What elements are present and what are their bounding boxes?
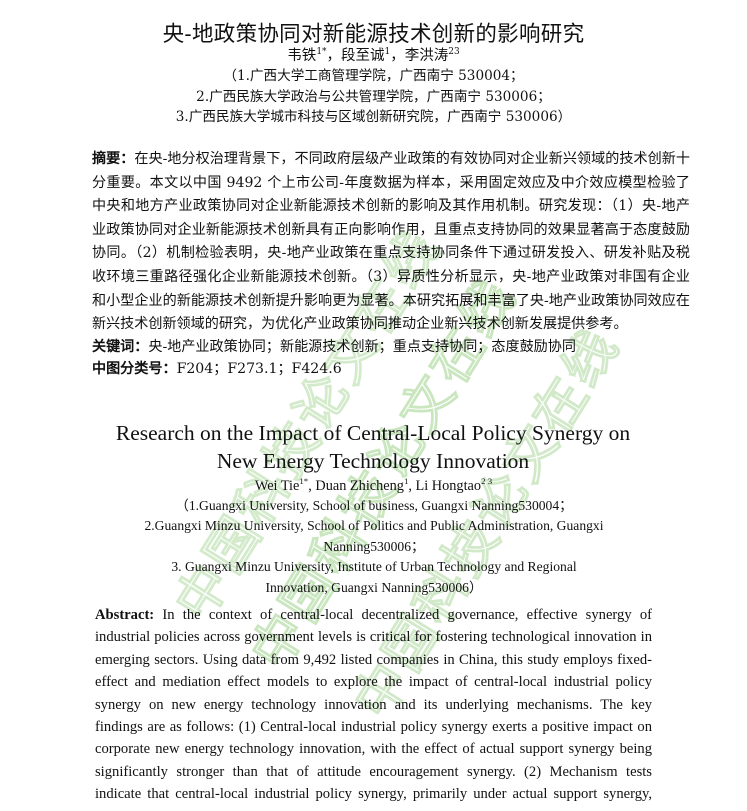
english-title: Research on the Impact of Central-Local …: [83, 419, 663, 475]
english-abstract-body: In the context of central-local decentra…: [95, 607, 652, 811]
chinese-keywords: 关键词：央-地产业政策协同；新能源技术创新；重点支持协同；态度鼓励协同: [92, 336, 692, 358]
chinese-author-3: 李洪涛: [404, 48, 449, 64]
author-sep-2: ，: [390, 48, 405, 64]
english-affiliations: （1.Guangxi University, School of busines…: [40, 496, 708, 598]
chinese-keywords-label: 关键词：: [92, 339, 149, 355]
chinese-clc-number: 中图分类号：F204；F273.1；F424.6: [92, 358, 692, 380]
chinese-author-2-sup: 1: [384, 47, 391, 58]
chinese-author-1: 韦铁: [287, 48, 317, 64]
english-author-3: Li Hongtao: [415, 478, 482, 494]
author-sep-1: ，: [326, 48, 342, 64]
chinese-author-1-sup: 1*: [316, 47, 327, 58]
english-author-1-sup: 1*: [299, 476, 309, 487]
english-affiliation-line: Nanning530006；: [323, 538, 425, 554]
english-author-3-sup: 2 3: [481, 476, 493, 487]
chinese-title: 央-地政策协同对新能源技术创新的影响研究: [162, 22, 585, 47]
english-abstract-label: Abstract:: [95, 607, 155, 623]
chinese-affiliations: （1.广西大学工商管理学院，广西南宁 530004； 2.广西民族大学政治与公共…: [0, 66, 747, 128]
english-author-2-sup: 1: [403, 476, 409, 487]
english-affiliation-line: （1.Guangxi University, School of busines…: [175, 498, 573, 513]
chinese-author-3-sup: 23: [448, 47, 460, 58]
chinese-abstract-label: 摘要：: [92, 151, 135, 167]
chinese-clc-body: F204；F273.1；F424.6: [176, 361, 342, 377]
en-author-sep-2: ,: [408, 478, 416, 494]
english-title-line-1: Research on the Impact of Central-Local …: [115, 421, 631, 445]
chinese-keywords-body: 央-地产业政策协同；新能源技术创新；重点支持协同；态度鼓励协同: [148, 339, 576, 355]
chinese-affiliation-line: 3.广西民族大学城市科技与区域创新研究院，广西南宁 530006）: [175, 109, 572, 125]
english-author-line: Wei Tie1*, Duan Zhicheng1, Li Hongtao2 3: [0, 477, 747, 496]
english-author-2: Duan Zhicheng: [315, 478, 404, 494]
english-affiliation-line: Innovation, Guangxi Nanning530006）: [265, 579, 483, 595]
english-title-line-2: New Energy Technology Innovation: [216, 449, 530, 473]
chinese-author-2: 段至诚: [341, 48, 385, 64]
chinese-affiliation-line: 2.广西民族大学政治与公共管理学院，广西南宁 530006；: [196, 88, 551, 105]
chinese-affiliation-line: （1.广西大学工商管理学院，广西南宁 530004；: [223, 68, 524, 84]
en-author-sep-1: ,: [308, 478, 316, 494]
english-affiliation-line: 2.Guangxi Minzu University, School of Po…: [144, 518, 604, 534]
english-abstract: Abstract: In the context of central-loca…: [95, 604, 652, 811]
chinese-clc-label: 中图分类号：: [92, 361, 177, 377]
english-affiliation-line: 3. Guangxi Minzu University, Institute o…: [171, 559, 577, 575]
chinese-abstract: 摘要：在央-地分权治理背景下，不同政府层级产业政策的有效协同对企业新兴领域的技术…: [92, 148, 690, 337]
chinese-author-line: 韦铁1*，段至诚1，李洪涛23: [0, 47, 747, 66]
chinese-abstract-body: 在央-地分权治理背景下，不同政府层级产业政策的有效协同对企业新兴领域的技术创新十…: [92, 151, 690, 333]
english-author-1: Wei Tie: [254, 478, 300, 494]
